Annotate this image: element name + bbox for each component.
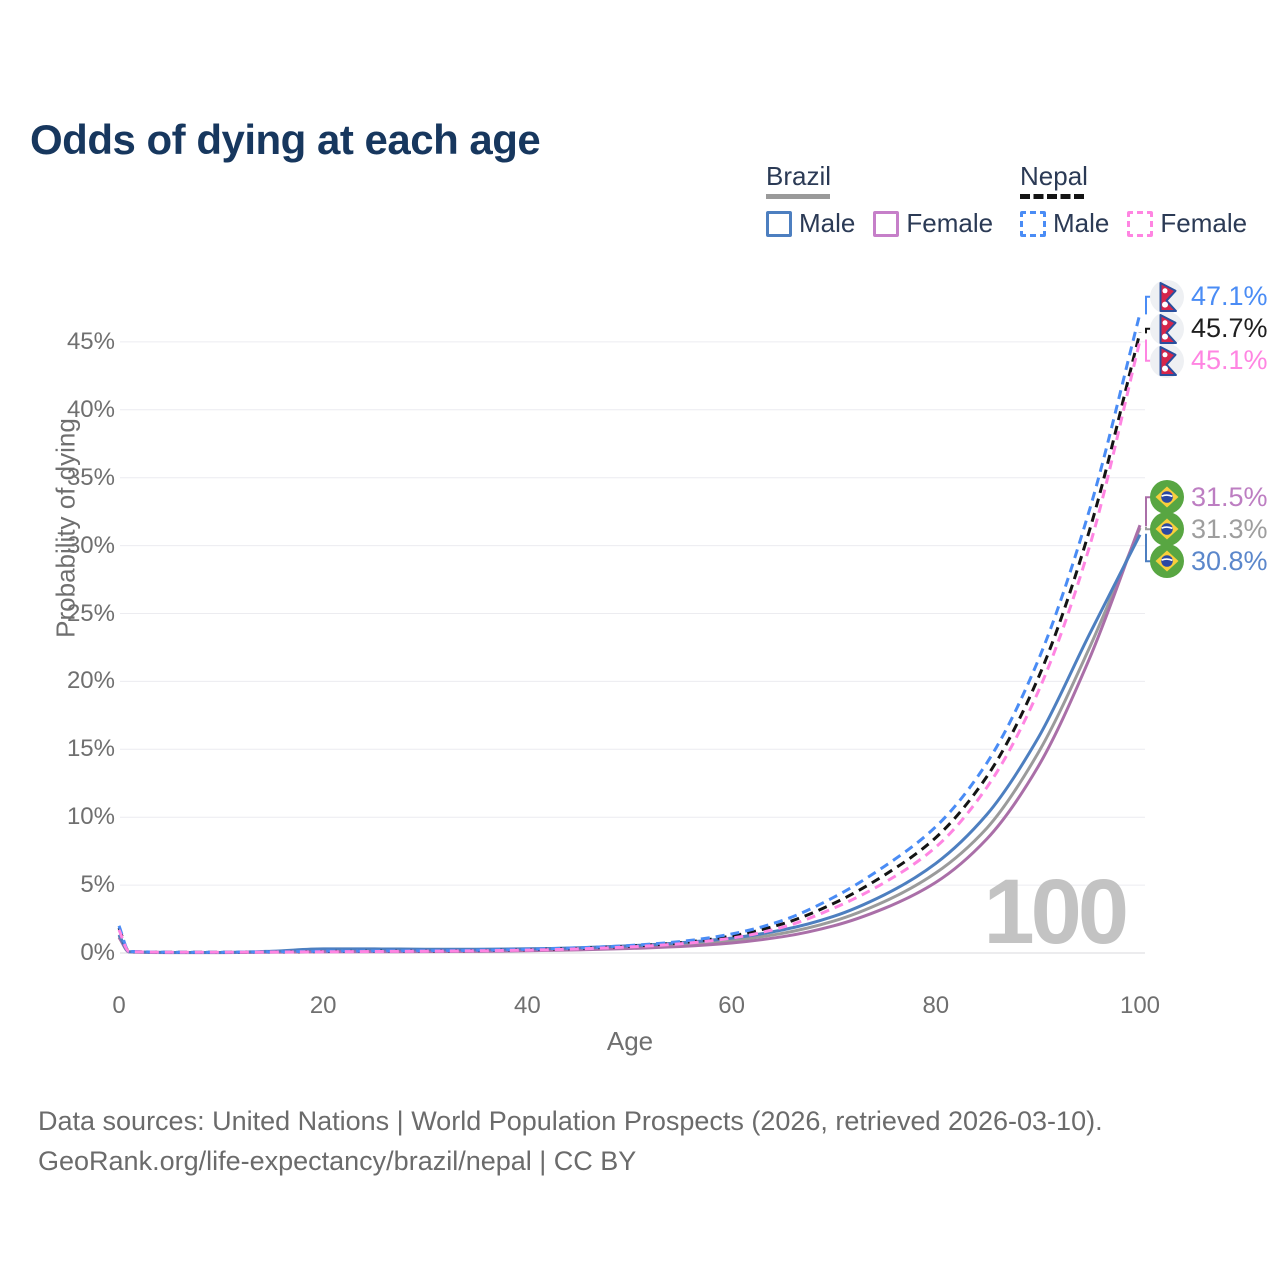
legend-item-brazil-female[interactable]: Female [873, 208, 993, 239]
nepal-female-swatch[interactable] [1127, 210, 1154, 237]
leader-line-brazil-female [1145, 496, 1151, 527]
end-value: 31.3% [1191, 513, 1268, 544]
legend-item-brazil-male[interactable]: Male [766, 208, 855, 239]
brazil-female-swatch[interactable] [873, 210, 900, 237]
leader-line-nepal-total [1145, 327, 1151, 334]
legend-item-label: Female [906, 208, 994, 238]
series-end-label-brazil-male: 30.8% [1150, 544, 1268, 579]
y-tick-label: 35% [66, 463, 115, 491]
y-tick-label: 10% [66, 803, 115, 831]
x-tick-label: 100 [1119, 992, 1161, 1019]
end-value: 30.8% [1191, 545, 1268, 576]
x-axis-title: Age [606, 1026, 654, 1056]
series-line-nepal-female[interactable] [117, 340, 1142, 954]
age-counter-watermark: 100 [983, 861, 1130, 963]
legend-group-nepal: Nepal Male Female [1020, 162, 1247, 239]
x-tick-label: 80 [922, 992, 950, 1019]
legend-group-title-nepal: Nepal [1020, 161, 1088, 191]
end-value: 45.7% [1191, 313, 1268, 344]
series-line-nepal-male[interactable] [117, 313, 1142, 954]
end-value: 31.5% [1191, 481, 1268, 512]
nepal-flag-icon [1150, 279, 1184, 314]
legend-item-label: Male [799, 208, 856, 238]
y-tick-label: 25% [66, 599, 115, 627]
legend-item-nepal-female[interactable]: Female [1127, 208, 1247, 239]
legend-group-brazil: Brazil Male Female [766, 162, 993, 239]
y-axis-title: Probability of dying [50, 418, 81, 638]
x-tick-label: 40 [514, 992, 541, 1019]
y-tick-label: 5% [80, 871, 115, 899]
series-line-nepal-total[interactable] [117, 332, 1142, 954]
leader-line-nepal-male [1145, 295, 1151, 315]
end-value: 47.1% [1191, 281, 1268, 312]
page-title: Odds of dying at each age [30, 116, 541, 164]
legend-item-label: Female [1160, 208, 1248, 238]
x-tick-label: 0 [112, 992, 126, 1019]
legend-group-title-brazil: Brazil [766, 161, 832, 191]
series-end-label-nepal-total: 45.7% [1150, 311, 1268, 346]
y-tick-label: 45% [66, 327, 115, 355]
leader-line-nepal-female [1145, 339, 1151, 362]
brazil-male-swatch[interactable] [766, 210, 792, 237]
y-tick-label: 20% [66, 667, 115, 695]
nepal-flag-icon [1150, 343, 1184, 378]
y-tick-label: 30% [66, 531, 115, 559]
end-value: 45.1% [1191, 345, 1268, 376]
nepal-line-style-swatch [1020, 194, 1084, 199]
brazil-line-style-swatch [766, 194, 830, 199]
brazil-flag-icon [1150, 480, 1184, 515]
x-tick-label: 20 [309, 992, 337, 1019]
legend-item-label: Male [1053, 208, 1110, 238]
footer-attribution: GeoRank.org/life-expectancy/brazil/nepal… [38, 1146, 637, 1176]
leader-line-brazil-total [1145, 526, 1151, 531]
legend-item-nepal-male[interactable]: Male [1020, 208, 1109, 239]
series-end-label-brazil-female: 31.5% [1150, 480, 1268, 515]
series-end-label-nepal-female: 45.1% [1150, 343, 1268, 378]
y-tick-label: 0% [80, 939, 115, 966]
brazil-flag-icon [1150, 544, 1184, 579]
nepal-flag-icon [1150, 311, 1184, 346]
series-end-label-brazil-total: 31.3% [1150, 512, 1268, 547]
y-tick-label: 40% [66, 395, 115, 423]
series-end-label-nepal-male: 47.1% [1150, 279, 1268, 314]
brazil-flag-icon [1150, 512, 1184, 547]
y-tick-label: 15% [66, 735, 115, 763]
leader-line-brazil-male [1145, 533, 1151, 563]
plot-area [117, 295, 1151, 955]
x-tick-label: 60 [718, 992, 745, 1019]
footer-sources: Data sources: United Nations | World Pop… [38, 1106, 1103, 1136]
nepal-male-swatch[interactable] [1020, 210, 1046, 237]
